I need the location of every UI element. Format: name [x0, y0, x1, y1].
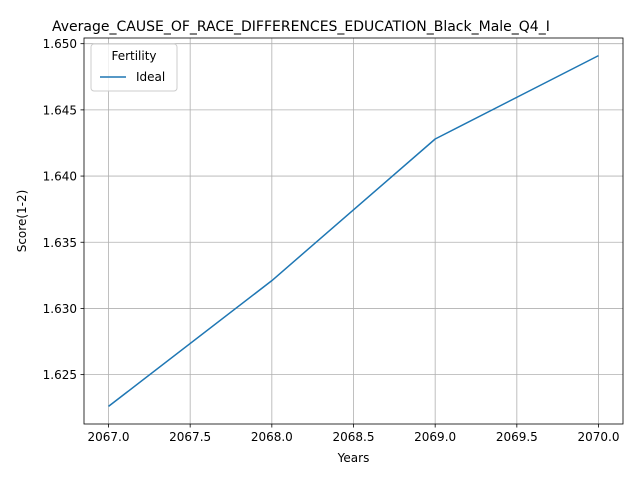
legend-label-ideal: Ideal	[136, 70, 165, 84]
x-tick-label: 2069.5	[496, 430, 538, 444]
y-tick-label: 1.645	[43, 103, 77, 117]
x-tick-label: 2068.5	[333, 430, 375, 444]
chart-title: Average_CAUSE_OF_RACE_DIFFERENCES_EDUCAT…	[52, 19, 550, 35]
x-tick-label: 2067.5	[169, 430, 211, 444]
y-tick-label: 1.630	[43, 302, 77, 316]
series-line-ideal	[108, 54, 599, 407]
y-tick-label: 1.640	[43, 170, 77, 184]
x-tick-label: 2069.0	[414, 430, 456, 444]
x-tick-label: 2070.0	[578, 430, 620, 444]
x-tick-label: 2068.0	[251, 430, 293, 444]
y-axis-label: Score(1-2)	[15, 190, 29, 253]
x-tick-label: 2067.0	[88, 430, 130, 444]
x-axis-ticks: 2067.0 2067.5 2068.0 2068.5 2069.0 2069.5 2070…	[88, 424, 620, 444]
legend-box	[90, 43, 178, 92]
y-tick-label: 1.650	[43, 37, 77, 51]
legend: Fertility Ideal	[90, 43, 178, 92]
y-axis-ticks: 1.625 1.630 1.635 1.640 1.645 1.650	[43, 37, 84, 382]
series-layer	[108, 54, 599, 407]
grid	[84, 38, 623, 424]
legend-title: Fertility	[111, 49, 156, 63]
y-tick-label: 1.635	[43, 236, 77, 250]
x-axis-label: Years	[337, 451, 370, 465]
y-tick-label: 1.625	[43, 368, 77, 382]
